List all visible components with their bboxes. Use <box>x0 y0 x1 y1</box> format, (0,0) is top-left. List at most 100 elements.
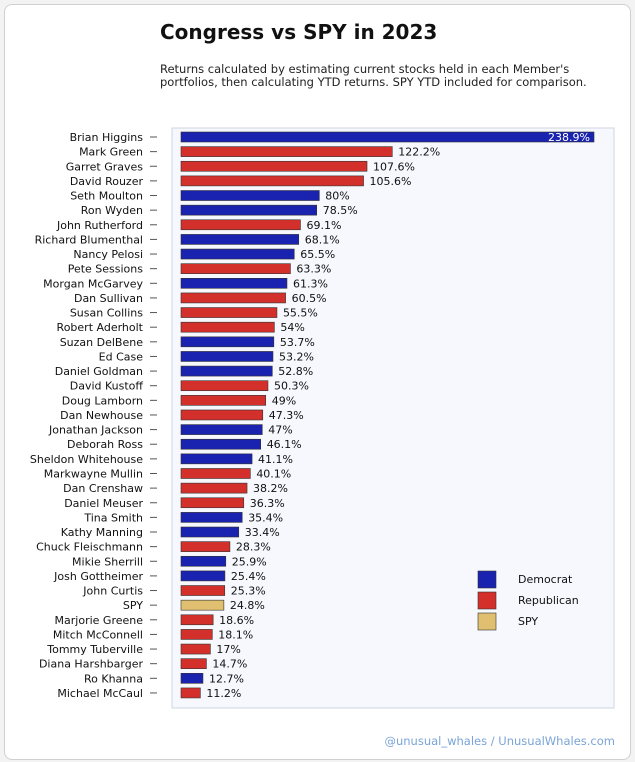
value-label: 47% <box>268 424 292 437</box>
value-label: 41.1% <box>258 453 293 466</box>
y-label: Sheldon Whitehouse <box>30 453 143 466</box>
bar-5 <box>180 204 318 216</box>
value-label: 18.6% <box>219 614 254 627</box>
bar-30 <box>180 570 226 582</box>
bar-8 <box>180 248 295 260</box>
y-label: Dan Newhouse <box>60 409 143 422</box>
bar-35 <box>180 643 211 655</box>
y-label: Mitch McConnell <box>53 628 143 641</box>
y-label: Susan Collins <box>70 307 143 320</box>
value-label: 63.3% <box>296 263 331 276</box>
bar-28 <box>180 541 231 552</box>
value-label: 17% <box>216 643 240 656</box>
y-label: Mark Green <box>79 146 143 159</box>
legend-label: Democrat <box>518 573 573 586</box>
y-label: John Curtis <box>82 585 143 598</box>
y-label: SPY <box>123 599 143 612</box>
bar-4 <box>180 190 320 201</box>
y-label: Jonathan Jackson <box>48 424 143 437</box>
value-label: 238.9% <box>548 131 590 144</box>
bar-3 <box>180 175 364 187</box>
bar-12 <box>180 307 278 318</box>
value-label: 33.4% <box>245 526 280 539</box>
value-label: 38.2% <box>253 482 288 495</box>
y-label: David Kustoff <box>70 380 144 393</box>
bar-14 <box>180 336 275 348</box>
value-label: 35.4% <box>248 511 283 524</box>
bar-32 <box>180 599 225 611</box>
y-label: Morgan McGarvey <box>43 277 143 290</box>
value-label: 49% <box>272 394 296 407</box>
bar-26 <box>180 512 243 523</box>
y-label: Garret Graves <box>66 160 144 173</box>
y-label: Kathy Manning <box>61 526 143 539</box>
y-label: Josh Gottheimer <box>53 570 143 583</box>
bar-29 <box>180 555 227 567</box>
y-label: Ed Case <box>99 350 144 363</box>
y-label: Dan Sullivan <box>74 292 143 305</box>
bar-6 <box>180 219 301 231</box>
value-label: 61.3% <box>293 277 328 290</box>
bar-31 <box>180 585 226 596</box>
value-label: 11.2% <box>206 687 241 700</box>
value-label: 14.7% <box>212 658 247 671</box>
bar-25 <box>180 497 245 509</box>
value-label: 25.4% <box>231 570 266 583</box>
value-label: 107.6% <box>373 160 415 173</box>
y-label: Daniel Meuser <box>64 497 143 510</box>
y-label: Diana Harshbarger <box>39 658 144 671</box>
y-label: John Rutherford <box>56 219 143 232</box>
legend-swatch <box>477 591 497 610</box>
bar-21 <box>180 438 261 450</box>
value-label: 69.1% <box>306 219 341 232</box>
bar-17 <box>180 380 269 392</box>
y-label: Richard Blumenthal <box>35 233 143 246</box>
y-label: Doug Lamborn <box>62 394 143 407</box>
bar-7 <box>180 234 300 245</box>
value-label: 78.5% <box>323 204 358 217</box>
y-label: Nancy Pelosi <box>73 248 143 261</box>
bar-0 <box>180 131 595 143</box>
value-label: 47.3% <box>269 409 304 422</box>
bar-37 <box>180 673 204 684</box>
chart-title: Congress vs SPY in 2023 <box>160 20 438 44</box>
y-label: Mikie Sherrill <box>72 555 143 568</box>
value-label: 68.1% <box>305 233 340 246</box>
bar-36 <box>180 658 207 669</box>
y-label: Dan Crenshaw <box>63 482 143 495</box>
value-label: 53.2% <box>279 350 314 363</box>
value-label: 24.8% <box>230 599 265 612</box>
bar-15 <box>180 351 274 362</box>
legend-swatch <box>477 612 497 631</box>
y-label: Marjorie Greene <box>55 614 144 627</box>
value-label: 54% <box>280 321 304 334</box>
value-labels: 238.9% 122.2%107.6% 105.6% 80%78.5% 69.1%68.… <box>206 131 590 700</box>
y-label: Chuck Fleischmann <box>36 541 143 554</box>
y-label: Daniel Goldman <box>55 365 143 378</box>
bar-20 <box>180 424 263 435</box>
bar-33 <box>180 614 214 626</box>
bar-18 <box>180 395 267 406</box>
value-label: 46.1% <box>267 438 302 451</box>
bar-19 <box>180 409 264 421</box>
bar-9 <box>180 263 291 274</box>
value-label: 122.2% <box>398 146 440 159</box>
bar-1 <box>180 146 393 157</box>
legend: Democrat Republican SPY <box>477 570 579 631</box>
y-label: Markwayne Mullin <box>44 467 143 480</box>
y-label: Ro Khanna <box>84 672 143 685</box>
legend-label: SPY <box>518 615 538 628</box>
bar-11 <box>180 292 286 304</box>
value-label: 52.8% <box>278 365 313 378</box>
y-label: Tommy Tuberville <box>46 643 143 656</box>
bars-group <box>180 131 595 699</box>
bar-24 <box>180 482 248 494</box>
legend-label: Republican <box>518 594 579 607</box>
bar-34 <box>180 629 213 640</box>
value-label: 80% <box>325 190 349 203</box>
footer-credit: @unusual_whales / UnusualWhales.com <box>384 734 615 748</box>
bar-13 <box>180 321 275 333</box>
value-label: 12.7% <box>209 672 244 685</box>
